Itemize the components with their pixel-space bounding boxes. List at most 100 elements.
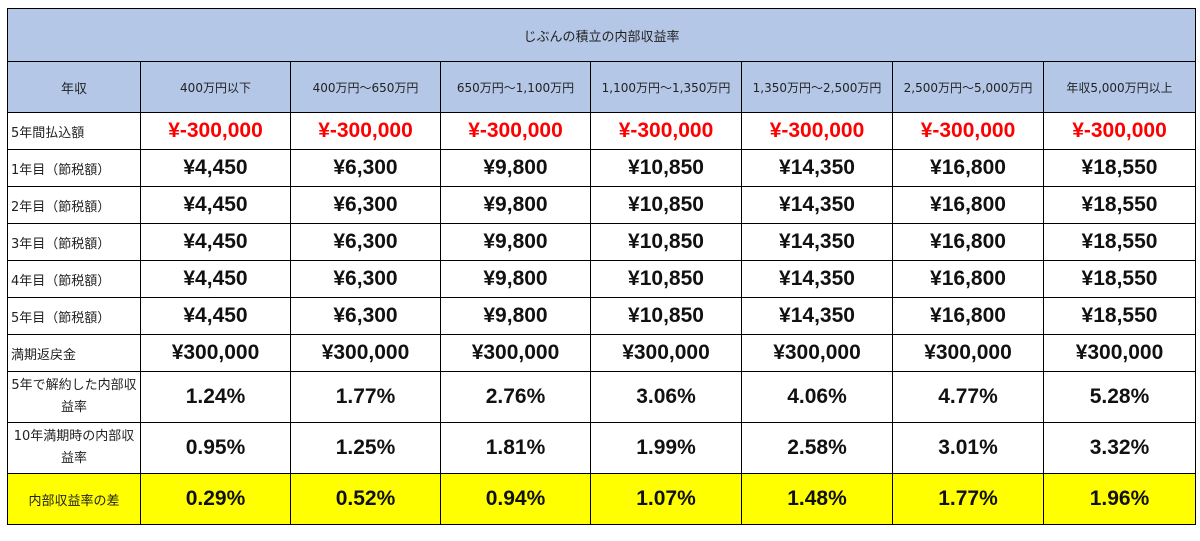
row-label: 満期返戻金 [7,334,141,372]
table-cell: ¥14,350 [741,297,893,335]
table-cell: ¥10,850 [590,297,742,335]
table-cell: ¥14,350 [741,223,893,261]
table-cell: ¥9,800 [440,149,591,187]
table-cell: ¥-300,000 [590,112,742,150]
table-cell: ¥6,300 [290,186,441,224]
table-cell: 0.29% [140,473,291,525]
table-cell: 2.58% [741,422,893,474]
table-cell: 1.96% [1042,473,1197,525]
table-row: 5年目（節税額） ¥4,450 ¥6,300 ¥9,800 ¥10,850 ¥1… [7,297,1197,335]
table-cell: ¥4,450 [140,260,291,298]
table-cell: ¥4,450 [140,149,291,187]
row-label: 5年で解約した内部収益率 [7,371,141,423]
column-header: 1,100万円～1,350万円 [590,61,742,113]
table-cell: ¥18,550 [1042,149,1197,187]
table-cell: ¥16,800 [892,149,1044,187]
table-cell: ¥-300,000 [1042,112,1197,150]
row-label: 4年目（節税額） [7,260,141,298]
table-cell: ¥9,800 [440,223,591,261]
table-cell: 2.76% [440,371,591,423]
table-cell: ¥10,850 [590,260,742,298]
table-cell: ¥4,450 [140,223,291,261]
table-cell: 1.81% [440,422,591,474]
column-header: 2,500万円～5,000万円 [892,61,1044,113]
table-cell: ¥14,350 [741,260,893,298]
table-cell: ¥300,000 [892,334,1044,372]
table-cell: 3.32% [1042,422,1197,474]
table-cell: ¥18,550 [1042,260,1197,298]
table-cell: ¥6,300 [290,297,441,335]
table-cell: 1.99% [590,422,742,474]
table-cell: ¥10,850 [590,186,742,224]
row-label: 内部収益率の差 [7,473,141,525]
row-label: 5年目（節税額） [7,297,141,335]
column-header: 400万円以下 [140,61,291,113]
table-cell: 0.52% [290,473,441,525]
table-cell: ¥14,350 [741,186,893,224]
table-cell: ¥300,000 [741,334,893,372]
table-cell: ¥18,550 [1042,297,1197,335]
column-header: 年収5,000万円以上 [1042,61,1197,113]
table-cell: ¥16,800 [892,260,1044,298]
table-cell: ¥300,000 [140,334,291,372]
table-row: 2年目（節税額） ¥4,450 ¥6,300 ¥9,800 ¥10,850 ¥1… [7,186,1197,224]
table-cell: ¥-300,000 [440,112,591,150]
table-cell: ¥4,450 [140,186,291,224]
row-label: 1年目（節税額） [7,149,141,187]
table-cell: 5.28% [1042,371,1197,423]
header-row: 年収 400万円以下 400万円～650万円 650万円～1,100万円 1,1… [7,61,1197,113]
table-cell: ¥18,550 [1042,223,1197,261]
table-cell: ¥9,800 [440,186,591,224]
table-cell: ¥6,300 [290,260,441,298]
table-cell: ¥16,800 [892,223,1044,261]
table-cell: 0.94% [440,473,591,525]
table-cell: ¥9,800 [440,297,591,335]
table-cell: 4.77% [892,371,1044,423]
table-cell: ¥300,000 [590,334,742,372]
row-label: 5年間払込額 [7,112,141,150]
column-header: 400万円～650万円 [290,61,441,113]
irr-table: じぶんの積立の内部収益率 年収 400万円以下 400万円～650万円 650万… [6,8,1197,525]
table-cell: ¥14,350 [741,149,893,187]
table-cell: ¥6,300 [290,149,441,187]
row-label: 10年満期時の内部収益率 [7,422,141,474]
table-cell: ¥9,800 [440,260,591,298]
table-cell: 3.01% [892,422,1044,474]
table-cell: ¥300,000 [440,334,591,372]
table-cell: ¥18,550 [1042,186,1197,224]
table-cell: 4.06% [741,371,893,423]
table-cell: ¥6,300 [290,223,441,261]
table-cell: ¥-300,000 [892,112,1044,150]
table-row: 10年満期時の内部収益率 0.95% 1.25% 1.81% 1.99% 2.5… [7,422,1197,474]
table-row: 5年で解約した内部収益率 1.24% 1.77% 2.76% 3.06% 4.0… [7,371,1197,423]
table-cell: ¥-300,000 [741,112,893,150]
table-cell: 1.25% [290,422,441,474]
table-cell: ¥16,800 [892,297,1044,335]
table-cell: 1.24% [140,371,291,423]
table-row: 5年間払込額 ¥-300,000 ¥-300,000 ¥-300,000 ¥-3… [7,112,1197,150]
table-cell: ¥10,850 [590,223,742,261]
table-cell: ¥16,800 [892,186,1044,224]
table-cell: ¥-300,000 [140,112,291,150]
table-cell: 3.06% [590,371,742,423]
table-cell: 1.77% [290,371,441,423]
table-row: 3年目（節税額） ¥4,450 ¥6,300 ¥9,800 ¥10,850 ¥1… [7,223,1197,261]
row-label: 3年目（節税額） [7,223,141,261]
table-cell: 1.48% [741,473,893,525]
table-cell: 1.07% [590,473,742,525]
table-cell: ¥4,450 [140,297,291,335]
table-row-highlight: 内部収益率の差 0.29% 0.52% 0.94% 1.07% 1.48% 1.… [7,473,1197,525]
table-cell: 1.77% [892,473,1044,525]
table-cell: ¥10,850 [590,149,742,187]
table-row: 4年目（節税額） ¥4,450 ¥6,300 ¥9,800 ¥10,850 ¥1… [7,260,1197,298]
table-row: 満期返戻金 ¥300,000 ¥300,000 ¥300,000 ¥300,00… [7,334,1197,372]
table-cell: ¥300,000 [1042,334,1197,372]
table-cell: 0.95% [140,422,291,474]
table-title: じぶんの積立の内部収益率 [6,8,1197,62]
title-row: じぶんの積立の内部収益率 [6,8,1197,62]
table-cell: ¥-300,000 [290,112,441,150]
column-header: 1,350万円～2,500万円 [741,61,893,113]
table-row: 1年目（節税額） ¥4,450 ¥6,300 ¥9,800 ¥10,850 ¥1… [7,149,1197,187]
table-cell: ¥300,000 [290,334,441,372]
column-header: 650万円～1,100万円 [440,61,591,113]
